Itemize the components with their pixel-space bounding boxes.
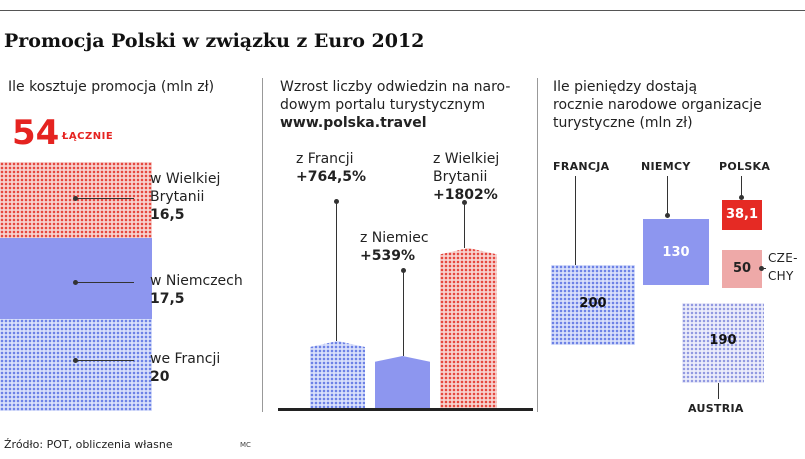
column-divider-2 (537, 78, 538, 412)
column-divider-1 (262, 78, 263, 412)
france-leader-dot (73, 358, 78, 363)
uk-visits-dot (462, 200, 467, 205)
germany-leader-line (76, 282, 134, 283)
germany-cost-label: w Niemczech 17,5 (150, 272, 243, 308)
czechia-budget-leader (762, 268, 766, 269)
germany-visits-bar (375, 356, 430, 408)
uk-visits-leader (464, 204, 465, 248)
france-budget-leader (575, 176, 576, 265)
germany-cost-block (0, 238, 152, 319)
total-cost-value: 54 (12, 113, 60, 153)
country-label-poland: POLSKA (719, 160, 771, 173)
france-visits-value: +764,5% (296, 169, 367, 185)
czechia-budget-dot (759, 266, 764, 271)
austria-budget-square (682, 303, 764, 383)
france-visits-dot (334, 199, 339, 204)
country-label-czechia: CZE- CHY (768, 249, 798, 285)
infographic-title: Promocja Polski w związku z Euro 2012 (4, 30, 425, 52)
country-label-germany: NIEMCY (641, 160, 691, 173)
poland-budget-dot (739, 195, 744, 200)
germany-visits-label-text: z Niemiec (360, 230, 429, 246)
france-cost-value: 20 (150, 369, 170, 385)
austria-budget-leader (718, 383, 719, 399)
france-budget-square (551, 265, 635, 345)
germany-budget-dot (665, 213, 670, 218)
germany-visits-dot (401, 268, 406, 273)
czechia-budget-value: 50 (732, 261, 752, 276)
germany-leader-dot (73, 280, 78, 285)
germany-cost-label-line1: w Niemczech (150, 273, 243, 289)
uk-cost-value: 16,5 (150, 207, 185, 223)
uk-cost-label: w Wielkiej Brytanii 16,5 (150, 170, 220, 224)
top-rule (0, 10, 805, 11)
uk-visits-label: z Wielkiej Brytanii +1802% (433, 150, 499, 204)
country-label-france: FRANCJA (553, 160, 610, 173)
germany-budget-square (643, 219, 709, 285)
promotion-cost-caption: Ile kosztuje promocja (mln zł) (8, 79, 215, 95)
france-cost-block (0, 319, 152, 411)
portal-url: www.polska.travel (280, 115, 427, 131)
uk-visits-bar (440, 248, 497, 408)
uk-leader-dot (73, 196, 78, 201)
tourism-budget-caption-line3: turystyczne (mln zł) (553, 115, 693, 131)
poland-budget-square (722, 200, 762, 230)
country-label-austria: AUSTRIA (688, 402, 744, 415)
poland-budget-value: 38,1 (725, 207, 759, 222)
germany-visits-leader (403, 272, 404, 356)
france-budget-value: 200 (579, 296, 607, 311)
portal-visits-caption: Wzrost liczby odwiedzin na naro- dowym p… (280, 78, 510, 132)
france-cost-label-line1: we Francji (150, 351, 221, 367)
germany-budget-leader (667, 176, 668, 216)
portal-visits-caption-line2: dowym portalu turystycznym (280, 97, 486, 113)
france-cost-label: we Francji 20 (150, 350, 220, 386)
austria-budget-value: 190 (709, 333, 737, 348)
country-label-czechia-line1: CZE- (768, 251, 798, 265)
bar-baseline (278, 408, 533, 411)
uk-visits-value: +1802% (433, 187, 498, 203)
tourism-budget-caption: Ile pieniędzy dostają rocznie narodowe o… (553, 78, 762, 132)
czechia-budget-square (722, 250, 762, 288)
france-visits-bar (310, 341, 365, 408)
uk-visits-label-line1: z Wielkiej (433, 151, 500, 167)
total-cost-label: ŁĄCZNIE (62, 131, 114, 142)
portal-visits-caption-line1: Wzrost liczby odwiedzin na naro- (280, 79, 511, 95)
uk-visits-label-line2: Brytanii (433, 169, 488, 185)
germany-budget-value: 130 (662, 245, 690, 260)
france-visits-label: z Francji +764,5% (296, 150, 366, 186)
germany-cost-value: 17,5 (150, 291, 185, 307)
tourism-budget-caption-line1: Ile pieniędzy dostają (553, 79, 698, 95)
poland-budget-leader (741, 176, 742, 198)
france-leader-line (76, 360, 134, 361)
source-note: Źródło: POT, obliczenia własne (4, 438, 173, 451)
germany-visits-label: z Niemiec +539% (360, 229, 429, 265)
france-visits-leader (336, 203, 337, 341)
germany-visits-value: +539% (360, 248, 415, 264)
author-credit: MC (240, 441, 251, 449)
uk-leader-line (76, 198, 134, 199)
country-label-czechia-line2: CHY (768, 269, 794, 283)
uk-cost-label-line2: Brytanii (150, 189, 205, 205)
tourism-budget-caption-line2: rocznie narodowe organizacje (553, 97, 762, 113)
uk-cost-label-line1: w Wielkiej (150, 171, 221, 187)
france-visits-label-text: z Francji (296, 151, 354, 167)
